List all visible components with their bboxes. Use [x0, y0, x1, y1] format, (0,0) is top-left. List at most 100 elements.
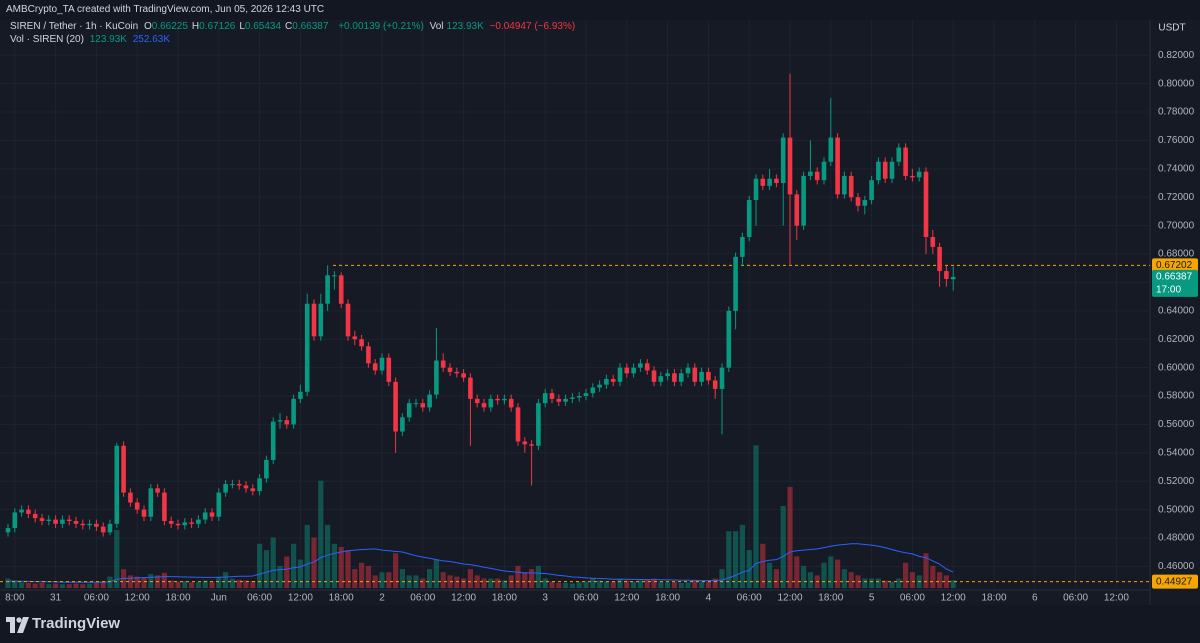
volume-bar — [685, 582, 691, 588]
x-tick-label: 12:00 — [941, 593, 966, 604]
candle-body — [19, 509, 24, 513]
volume-bar — [705, 581, 711, 588]
x-tick-label: 18:00 — [655, 593, 680, 604]
y-tick-label: 0.50000 — [1158, 504, 1195, 515]
field-key: C — [285, 21, 293, 32]
field-value: 0.65434 — [244, 21, 282, 32]
volume-bar — [760, 543, 766, 588]
candle-body — [814, 171, 820, 181]
candle-body — [406, 403, 412, 418]
y-tick-label: 0.60000 — [1158, 362, 1195, 373]
brand-logo — [6, 617, 29, 633]
candle-body — [481, 403, 487, 408]
volume-bar — [644, 579, 650, 588]
volume-bar — [739, 524, 745, 588]
x-tick-label: Jun — [211, 593, 227, 604]
volume-bar — [780, 505, 786, 588]
candle-body — [5, 528, 11, 533]
volume-bar — [12, 580, 18, 588]
volume-value: 123.93K — [89, 34, 127, 45]
candle-body — [604, 378, 609, 385]
candle-body — [372, 363, 378, 371]
candle-body — [712, 380, 718, 389]
candle-body — [182, 522, 188, 526]
x-tick-label: 5 — [869, 593, 875, 604]
candle-body — [189, 522, 194, 524]
brand: TradingView — [32, 615, 121, 632]
y-tick-label: 0.82000 — [1158, 50, 1195, 61]
x-tick-label: 2 — [379, 593, 385, 604]
candle-body — [862, 200, 868, 206]
volume-bar — [943, 575, 949, 588]
candle-body — [379, 357, 385, 371]
price-line-box — [1152, 258, 1198, 273]
volume-bar — [399, 569, 405, 588]
candle-body — [80, 523, 86, 526]
candle-body — [447, 367, 453, 372]
candle-body — [916, 171, 922, 178]
candle-body — [583, 393, 589, 397]
volume-bar — [828, 556, 834, 588]
volume-bar — [807, 572, 813, 588]
candle-body — [699, 371, 704, 382]
volume-bar — [433, 559, 439, 588]
price-line-label: 0.44927 — [1156, 576, 1193, 587]
volume-bar — [87, 583, 93, 588]
volume-bar — [637, 580, 643, 588]
volume-bar — [896, 578, 902, 588]
candle-body — [617, 367, 623, 382]
candle-body — [454, 371, 460, 374]
y-tick-label: 0.74000 — [1158, 163, 1195, 174]
volume-bar — [535, 565, 541, 588]
volume-bar — [773, 569, 779, 588]
candle-body — [488, 398, 494, 408]
volume-bar — [365, 565, 371, 588]
y-tick-label: 0.46000 — [1158, 561, 1195, 572]
candle-body — [277, 420, 283, 422]
volume-bar — [467, 569, 473, 588]
candle-body — [767, 178, 772, 186]
volume-bar — [841, 569, 847, 588]
candle-body — [304, 303, 310, 392]
candle-body — [672, 373, 677, 382]
volume-bar — [32, 583, 38, 588]
volume-bar — [583, 581, 589, 588]
candle-body — [610, 378, 616, 382]
candle-body — [753, 178, 759, 201]
volume-bar — [236, 579, 242, 588]
price-line-box — [1152, 574, 1198, 589]
candle-body — [359, 339, 364, 347]
candle-body — [230, 484, 235, 486]
volume-bar — [46, 584, 52, 588]
candle-body — [168, 520, 174, 524]
volume-bar — [161, 572, 167, 588]
volume-bar — [488, 578, 494, 588]
volume-bar — [733, 531, 739, 588]
candle-body — [706, 371, 711, 381]
candle-body — [508, 398, 514, 408]
y-tick-label: 0.62000 — [1158, 334, 1195, 345]
candle-body — [923, 171, 929, 237]
candle-body — [352, 336, 358, 340]
candle-body — [26, 509, 31, 514]
volume-bar — [182, 581, 188, 588]
chart-pane — [0, 20, 1150, 590]
volume-bar — [243, 580, 249, 588]
volume-bar — [794, 556, 800, 588]
candle-body — [413, 403, 419, 405]
candle-body — [930, 236, 936, 247]
y-tick-label: 0.48000 — [1158, 533, 1195, 544]
candle-body — [944, 271, 949, 279]
y-tick-label: 0.54000 — [1158, 447, 1195, 458]
candle-body — [624, 367, 630, 374]
candle-body — [638, 363, 643, 368]
volume-bar — [393, 553, 399, 588]
volume-bar — [331, 543, 337, 588]
candle-body — [46, 519, 52, 521]
candle-body — [66, 519, 72, 521]
volume-bar — [950, 580, 956, 588]
candle-body — [644, 363, 650, 371]
volume-bar — [590, 578, 596, 588]
candle-body — [298, 391, 303, 399]
volume-bar — [699, 581, 705, 588]
